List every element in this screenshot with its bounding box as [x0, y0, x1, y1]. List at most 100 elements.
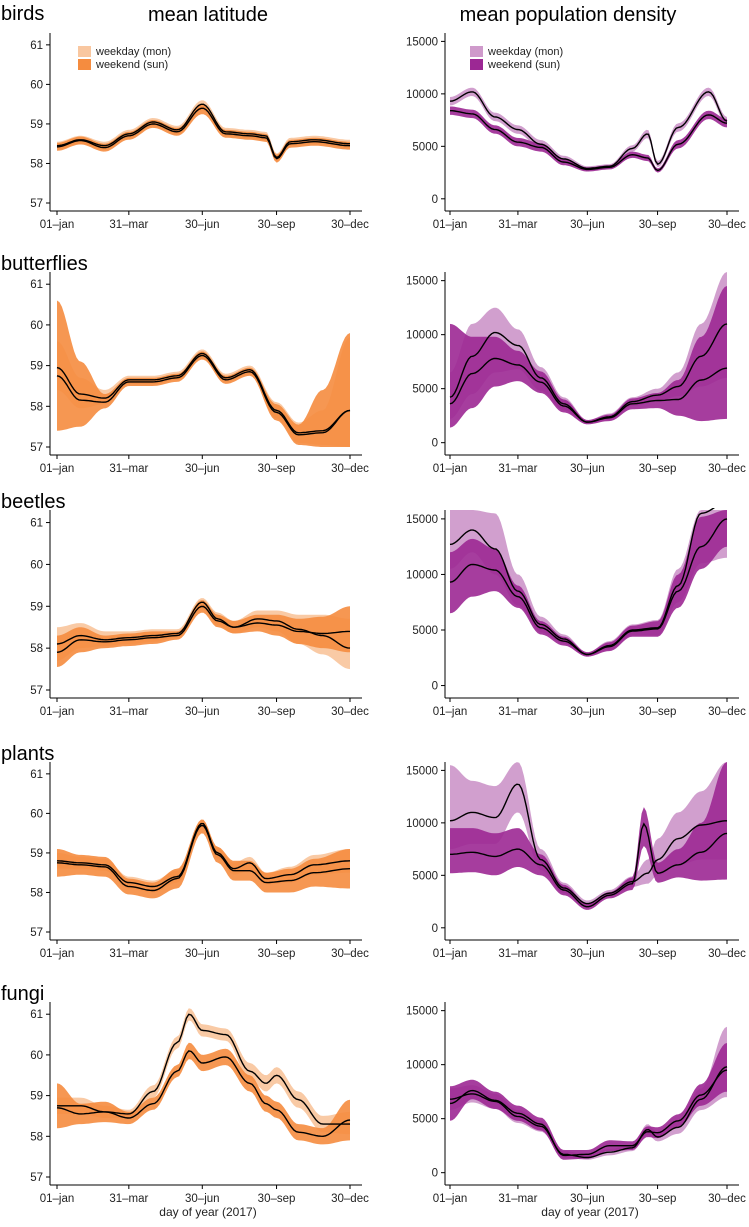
- y-tick-label-beetles-density-3: 15000: [406, 514, 438, 526]
- ribbon-fungi-latitude-weekday: [57, 1008, 350, 1135]
- x-tick-label-beetles-density-2: 30–jun: [570, 706, 605, 718]
- x-tick-label-beetles-density-1: 31–mar: [498, 706, 537, 718]
- y-tick-label-plants-latitude-2: 59: [30, 848, 43, 860]
- y-tick-label-birds-latitude-1: 58: [30, 158, 43, 170]
- x-tick-label-butterflies-latitude-1: 31–mar: [109, 463, 148, 475]
- panel-beetles-density: 0 5000 10000 15000 01–jan 31–mar 30–jun 30–sep 3…: [406, 508, 746, 718]
- ribbon-fungi-density-weekend: [450, 1043, 727, 1160]
- line-plants-density-weekday: [449, 783, 727, 905]
- y-tick-label-fungi-density-1: 5000: [412, 1114, 438, 1126]
- y-tick-label-plants-density-2: 10000: [406, 818, 438, 830]
- x-tick-label-butterflies-latitude-4: 30–dec: [331, 463, 369, 475]
- legend-swatch-weekend-den: [470, 59, 483, 70]
- y-tick-label-fungi-density-2: 10000: [406, 1060, 438, 1072]
- row-title-butterflies: butterflies: [1, 253, 88, 275]
- y-tick-label-birds-density-2: 10000: [406, 89, 438, 101]
- row-title-birds: birds: [1, 3, 44, 25]
- x-tick-label-plants-density-2: 30–jun: [570, 948, 605, 960]
- y-tick-label-birds-latitude-0: 57: [30, 198, 43, 210]
- legend-density: weekday (mon) weekend (sun): [470, 46, 563, 71]
- y-tick-label-plants-latitude-1: 58: [30, 887, 43, 899]
- line-beetles-latitude-weekend: [56, 605, 350, 653]
- y-tick-label-butterflies-density-2: 10000: [406, 330, 438, 342]
- panel-plants-density: 0 5000 10000 15000 01–jan 31–mar 30–jun 30–sep 3…: [406, 762, 746, 960]
- y-tick-label-beetles-density-2: 10000: [406, 569, 438, 581]
- line-fungi-latitude-weekend: [56, 1050, 351, 1138]
- y-tick-label-fungi-latitude-2: 59: [30, 1091, 43, 1103]
- y-tick-label-birds-latitude-4: 61: [30, 40, 43, 52]
- y-tick-label-butterflies-latitude-2: 59: [30, 361, 43, 373]
- ribbon-beetles-density-weekend: [450, 510, 727, 657]
- x-tick-label-butterflies-density-0: 01–jan: [433, 463, 468, 475]
- panel-plants-latitude: 57 58 59 60 61 01–jan 31–mar 30–jun 30–sep 30–dec: [30, 762, 369, 960]
- ribbon-fungi-latitude-weekend: [57, 1042, 350, 1145]
- x-tick-label-beetles-latitude-2: 30–jun: [185, 706, 220, 718]
- line-butterflies-density-weekend: [449, 357, 728, 423]
- x-tick-label-butterflies-latitude-3: 30–sep: [258, 463, 296, 475]
- x-tick-label-birds-density-3: 30–sep: [639, 219, 677, 231]
- ribbon-birds-latitude-weekend: [57, 104, 350, 163]
- y-tick-label-beetles-latitude-3: 60: [30, 559, 43, 571]
- x-tick-label-beetles-density-0: 01–jan: [433, 706, 468, 718]
- x-tick-label-butterflies-density-1: 31–mar: [498, 463, 537, 475]
- y-tick-label-butterflies-density-1: 5000: [412, 384, 438, 396]
- ribbon-beetles-latitude-weekend: [57, 600, 350, 667]
- legend-swatch-weekday-den: [470, 46, 483, 57]
- y-tick-label-butterflies-latitude-3: 60: [30, 320, 43, 332]
- line-fungi-density-weekend: [449, 1069, 728, 1157]
- x-tick-label-fungi-latitude-3: 30–sep: [258, 1193, 296, 1205]
- x-tick-label-fungi-density-1: 31–mar: [498, 1193, 537, 1205]
- panel-butterflies-latitude: 57 58 59 60 61 01–jan 31–mar 30–jun 30–sep 30–dec: [30, 272, 369, 475]
- ribbon-butterflies-density-weekend: [450, 286, 727, 428]
- legend-label-weekend-den: weekend (sun): [487, 59, 560, 71]
- x-tick-label-fungi-density-0: 01–jan: [433, 1193, 468, 1205]
- line-birds-latitude-weekend: [56, 107, 351, 160]
- y-tick-label-birds-density-1: 5000: [412, 141, 438, 153]
- line-birds-latitude-weekday: [56, 103, 350, 159]
- line-plants-latitude-weekend: [56, 824, 351, 892]
- y-tick-label-beetles-latitude-0: 57: [30, 685, 43, 697]
- x-tick-label-plants-density-4: 30–dec: [708, 948, 746, 960]
- ribbon-birds-density-weekend: [450, 106, 727, 173]
- column-title-latitude: mean latitude: [148, 4, 268, 26]
- legend-label-weekday-den: weekday (mon): [487, 46, 563, 58]
- ribbon-plants-latitude-weekend: [57, 819, 350, 899]
- y-tick-label-fungi-latitude-1: 58: [30, 1131, 43, 1143]
- panel-butterflies-density: 0 5000 10000 15000 01–jan 31–mar 30–jun 30–sep 3…: [406, 272, 746, 475]
- y-tick-label-butterflies-latitude-0: 57: [30, 442, 43, 454]
- y-tick-label-beetles-latitude-4: 61: [30, 518, 43, 530]
- x-tick-label-beetles-latitude-3: 30–sep: [258, 706, 296, 718]
- y-tick-label-fungi-density-3: 15000: [406, 1006, 438, 1018]
- line-birds-density-weekday: [449, 91, 728, 170]
- x-tick-label-butterflies-latitude-2: 30–jun: [185, 463, 220, 475]
- legend-swatch-weekday-lat: [78, 46, 91, 57]
- ribbon-butterflies-latitude-weekend: [57, 300, 350, 447]
- x-tick-label-birds-latitude-2: 30–jun: [185, 219, 220, 231]
- x-tick-label-birds-latitude-3: 30–sep: [258, 219, 296, 231]
- x-tick-label-plants-density-1: 31–mar: [498, 948, 537, 960]
- line-fungi-density-weekday: [449, 1066, 728, 1159]
- x-tick-label-plants-density-3: 30–sep: [639, 948, 677, 960]
- x-tick-label-butterflies-density-2: 30–jun: [570, 463, 605, 475]
- x-tick-label-birds-latitude-0: 01–jan: [40, 219, 75, 231]
- y-tick-label-fungi-latitude-3: 60: [30, 1050, 43, 1062]
- legend-latitude: weekday (mon) weekend (sun): [78, 46, 171, 71]
- line-birds-density-weekend: [450, 110, 728, 172]
- line-plants-latitude-weekday: [56, 822, 351, 888]
- line-plants-density-weekend: [450, 822, 728, 908]
- x-tick-label-beetles-density-4: 30–dec: [708, 706, 746, 718]
- y-tick-label-beetles-latitude-1: 58: [30, 643, 43, 655]
- x-tick-label-fungi-density-4: 30–dec: [708, 1193, 746, 1205]
- y-tick-label-fungi-latitude-0: 57: [30, 1172, 43, 1184]
- x-tick-label-birds-density-4: 30–dec: [708, 219, 746, 231]
- y-tick-label-plants-latitude-4: 61: [30, 769, 43, 781]
- x-tick-label-butterflies-density-4: 30–dec: [708, 463, 746, 475]
- x-tick-label-plants-latitude-3: 30–sep: [258, 948, 296, 960]
- legend-swatch-weekend-lat: [78, 59, 91, 70]
- x-tick-label-plants-latitude-0: 01–jan: [40, 948, 75, 960]
- panel-fungi-latitude: 57 58 59 60 61 01–jan 31–mar 30–jun 30–sep 30–dec: [30, 1002, 369, 1205]
- y-tick-label-butterflies-latitude-4: 61: [30, 279, 43, 291]
- column-title-density: mean population density: [460, 4, 677, 26]
- x-tick-label-fungi-latitude-1: 31–mar: [109, 1193, 148, 1205]
